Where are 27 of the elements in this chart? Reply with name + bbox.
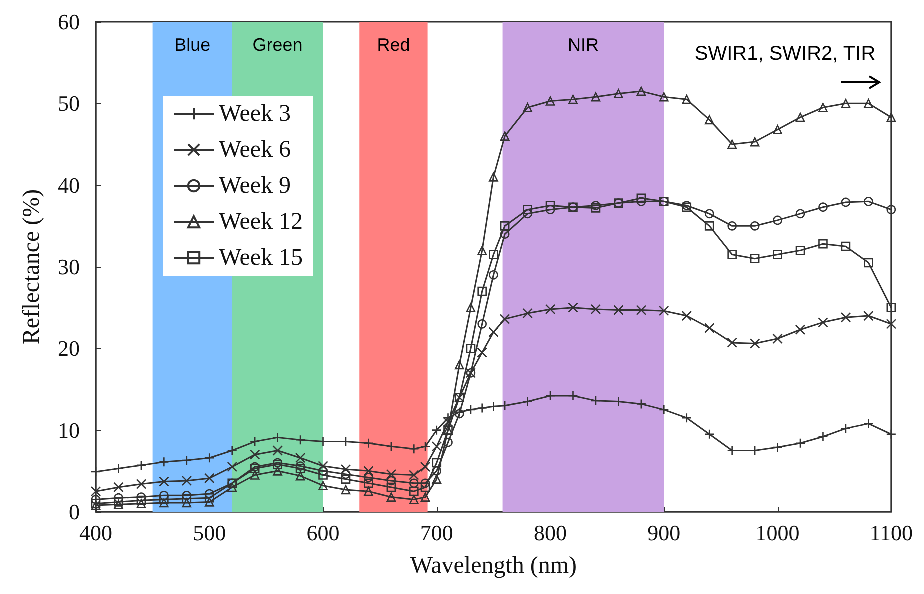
x-tick-label: 700 xyxy=(420,520,454,546)
legend-label: Week 12 xyxy=(219,209,304,235)
x-tick-label: 500 xyxy=(193,520,226,546)
band-label: Blue xyxy=(174,35,211,55)
x-tick-label: 900 xyxy=(648,520,681,546)
y-tick-label: 40 xyxy=(58,172,80,198)
legend-label: Week 9 xyxy=(219,173,292,199)
band-label: Green xyxy=(252,35,303,55)
legend-label: Week 6 xyxy=(219,137,292,163)
y-tick-label: 0 xyxy=(69,500,80,524)
x-tick-label: 400 xyxy=(80,520,112,546)
legend-label: Week 3 xyxy=(219,101,292,127)
legend-label: Week 15 xyxy=(219,245,304,271)
y-tick-label: 20 xyxy=(58,336,80,362)
y-tick-label: 50 xyxy=(58,91,80,116)
band-label: NIR xyxy=(568,35,599,55)
y-tick-label: 60 xyxy=(58,10,80,34)
x-tick-label: 600 xyxy=(306,520,340,546)
annotation: SWIR1, SWIR2, TIR xyxy=(694,43,876,65)
y-tick-label: 10 xyxy=(58,418,80,443)
x-axis-title: Wavelength (nm) xyxy=(410,553,578,579)
y-axis-title: Reflectance (%) xyxy=(19,189,45,345)
x-tick-label: 800 xyxy=(534,520,568,546)
x-tick-label: 1100 xyxy=(870,520,913,546)
x-tick-label: 1000 xyxy=(756,520,800,546)
y-tick-label: 30 xyxy=(58,254,80,280)
band-label: Red xyxy=(377,35,410,55)
